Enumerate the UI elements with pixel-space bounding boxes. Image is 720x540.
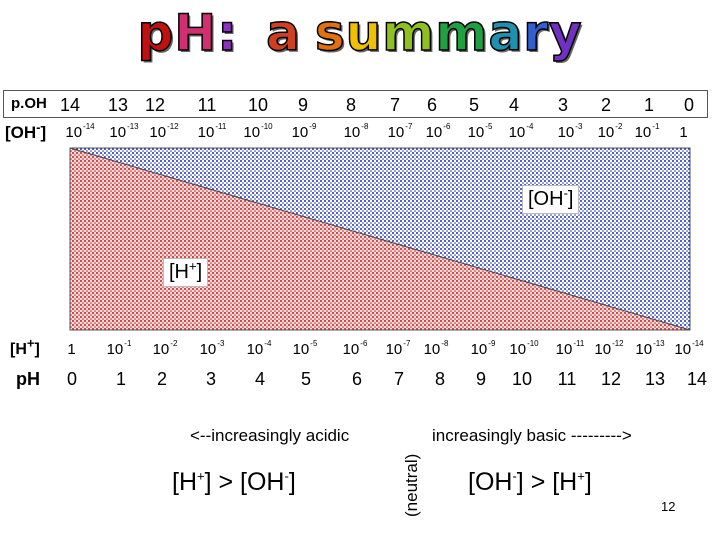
ph-row-tick: 8 [434,369,446,389]
title-letter: a [488,3,524,63]
h-row-label: [H+] [10,335,40,358]
ph-row-tick: 1 [115,369,127,389]
poh-row-tick: 3 [557,95,569,115]
ph-row-tick: 13 [644,369,666,389]
h-row-tick: 10-13 [635,339,665,358]
h-row-tick: 10-2 [152,339,178,358]
h-region-label: [H+] [163,258,209,287]
poh-row-frame [3,90,708,118]
h-row-tick: 10-14 [674,339,704,358]
ph-row-tick: 5 [300,369,312,389]
poh-row-tick: 0 [683,95,695,115]
ph-row-tick: 3 [205,369,217,389]
title-letter: u [345,3,383,63]
h-row-tick: 10-11 [555,339,585,358]
oh-row-label: [OH-] [5,119,47,142]
ph-row-tick: 12 [600,369,622,389]
diagram-border [69,147,691,331]
acidic-arrow-label: <--increasingly acidic [190,426,350,445]
oh-row-tick: 10-12 [149,122,179,141]
poh-row-tick: 9 [297,95,309,115]
h-row-tick: 10-10 [509,339,539,358]
poh-row-tick: 6 [426,95,438,115]
oh-row-tick: 10-6 [425,122,451,141]
h-row-tick: 10-4 [246,339,272,358]
title-letter: m [435,3,489,63]
ph-row-tick: 4 [254,369,266,389]
poh-row-tick: 1 [643,95,655,115]
basic-arrow-label: increasingly basic ---------> [432,426,632,445]
oh-row-tick: 10-2 [597,122,623,141]
ph-row-tick: 0 [66,369,78,389]
title-letter: m [382,3,436,63]
poh-row-tick: 12 [144,95,166,115]
title-letter: p [137,3,175,63]
title-letter: s [314,3,346,63]
oh-row-tick: 10-10 [243,122,273,141]
h-row-tick: 10-8 [423,339,449,358]
acidic-inequality: [H+] > [OH-] [172,468,296,496]
oh-row-tick: 10-8 [343,122,369,141]
poh-row-tick: 10 [247,95,269,115]
poh-row-tick: 13 [107,95,129,115]
oh-row-tick: 1 [679,124,688,141]
title-letter: a [265,3,301,63]
oh-row-tick: 10-5 [467,122,493,141]
ph-row-tick: 14 [686,369,708,389]
basic-inequality: [OH-] > [H+] [468,468,592,496]
h-row-tick: 10-9 [470,339,496,358]
ph-row-tick: 6 [351,369,363,389]
poh-row-label: p.OH [11,95,47,112]
h-row-tick: 10-5 [292,339,318,358]
diagram-diagonal [69,147,691,331]
poh-row-tick: 2 [600,95,612,115]
ph-row-tick: 9 [475,369,487,389]
oh-row-tick: 10-13 [109,122,139,141]
page-number: 12 [661,499,676,514]
poh-row-tick: 8 [345,95,357,115]
h-row-tick: 10-3 [199,339,225,358]
poh-row-tick: 14 [59,95,81,115]
oh-row-tick: 10-11 [197,122,227,141]
oh-row-tick: 10-14 [65,122,95,141]
poh-row-tick: 5 [468,95,480,115]
oh-row-tick: 10-1 [634,122,660,141]
neutral-label: (neutral) [402,453,421,517]
title-letter: r [522,3,549,63]
poh-row-tick: 4 [508,95,520,115]
title-letter: y [548,3,583,63]
poh-row-tick: 7 [389,95,401,115]
h-row-tick: 10-12 [594,339,624,358]
h-row-tick: 1 [67,341,76,358]
oh-row-tick: 10-9 [291,122,317,141]
oh-row-tick: 10-3 [557,122,583,141]
ph-row-tick: 11 [557,369,577,389]
h-row-tick: 10-7 [385,339,411,358]
ph-row-tick: 10 [511,369,533,389]
oh-region-label: [OH-] [522,185,580,214]
page-title: pH: a summary [0,3,720,64]
h-row-tick: 10-6 [342,339,368,358]
ph-row-label: pH [16,369,40,389]
oh-row-tick: 10-4 [508,122,534,141]
ph-row-tick: 7 [393,369,405,389]
title-letter: H [174,3,218,63]
ph-row-tick: 2 [156,369,168,389]
h-row-tick: 10-1 [106,339,132,358]
oh-row-tick: 10-7 [387,122,413,141]
poh-row-tick: 11 [197,95,217,115]
title-letter: : [216,3,239,63]
